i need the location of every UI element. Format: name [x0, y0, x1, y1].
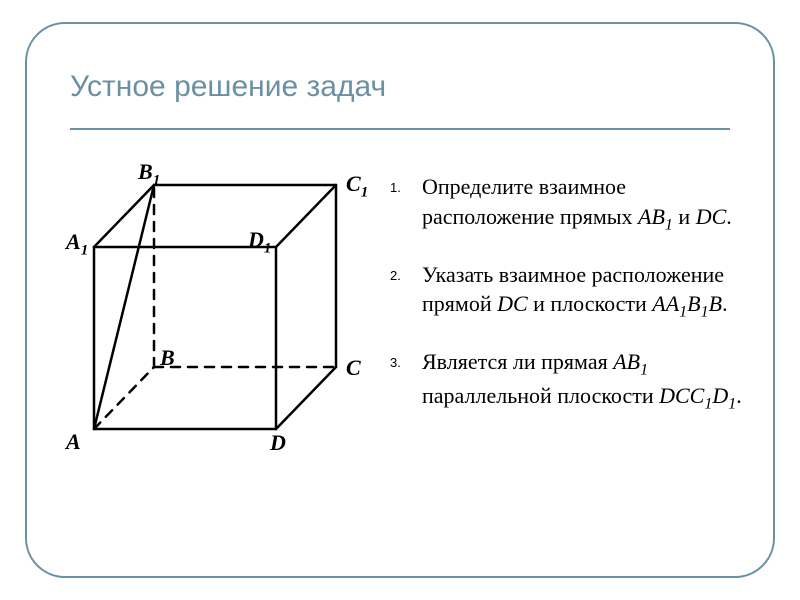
cube-edge	[94, 185, 154, 247]
title-underline	[70, 128, 730, 130]
vertex-label-C: C	[346, 357, 361, 379]
problem-list: 1.Определите взаимное расположение прямы…	[390, 172, 750, 439]
cube-edge	[94, 367, 154, 429]
cube-edge	[94, 185, 154, 429]
vertex-label-D1: D1	[248, 229, 271, 256]
problem-number: 3.	[390, 347, 422, 415]
vertex-label-A: A	[66, 431, 81, 453]
vertex-label-D: D	[270, 432, 286, 454]
cube-edge	[276, 367, 336, 429]
vertex-label-C1: C1	[346, 173, 368, 200]
problem-number: 1.	[390, 172, 422, 236]
vertex-label-A1: A1	[66, 231, 88, 258]
problem-item: 3.Является ли прямая АВ1 параллельной пл…	[390, 347, 750, 415]
problem-number: 2.	[390, 260, 422, 324]
cube-svg	[70, 175, 370, 465]
problem-item: 2.Указать взаимное расположение прямой D…	[390, 260, 750, 324]
page-title: Устное решение задач	[70, 70, 386, 104]
problem-text: Является ли прямая АВ1 параллельной плос…	[422, 347, 750, 415]
vertex-label-B1: B1	[138, 161, 160, 188]
problem-text: Определите взаимное расположение прямых …	[422, 172, 750, 236]
problem-item: 1.Определите взаимное расположение прямы…	[390, 172, 750, 236]
vertex-label-B: B	[160, 347, 175, 369]
cube-diagram: ABDCA1B1D1C1	[70, 175, 370, 465]
cube-edge	[276, 185, 336, 247]
problem-text: Указать взаимное расположение прямой DC …	[422, 260, 750, 324]
